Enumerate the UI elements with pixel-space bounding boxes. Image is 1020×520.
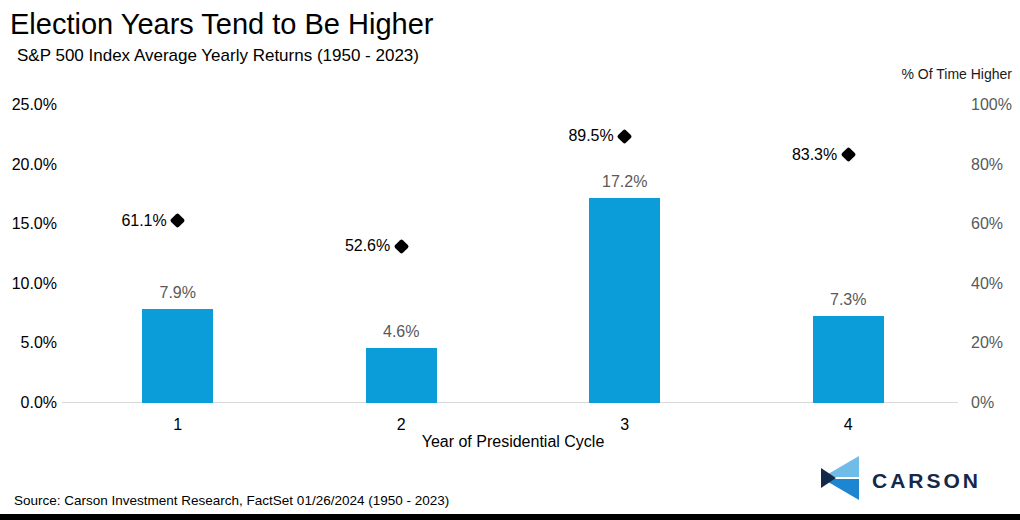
carson-logo-icon xyxy=(818,456,860,500)
source-note: Source: Carson Investment Research, Fact… xyxy=(14,493,449,508)
right-axis-tick: 40% xyxy=(971,274,1019,294)
bar-value-label: 17.2% xyxy=(580,172,670,192)
bar-value-label: 7.9% xyxy=(133,283,223,303)
right-axis-tick: 100% xyxy=(971,95,1019,115)
bar-value-label: 7.3% xyxy=(803,290,893,310)
bar-year-4 xyxy=(813,316,884,403)
diamond-value-label: 52.6% xyxy=(300,236,390,256)
chart-title: Election Years Tend to Be Higher xyxy=(10,8,433,41)
left-axis-tick: 10.0% xyxy=(0,274,57,294)
right-axis-tick: 0% xyxy=(971,393,1019,413)
left-axis-tick: 0.0% xyxy=(0,393,57,413)
diamond-marker xyxy=(393,238,409,254)
diamond-value-label: 83.3% xyxy=(747,145,837,165)
right-axis-tick: 20% xyxy=(971,333,1019,353)
bar-year-2 xyxy=(366,348,437,403)
x-axis-tick: 1 xyxy=(148,415,208,435)
x-axis-tick: 2 xyxy=(371,415,431,435)
diamond-value-label: 89.5% xyxy=(524,126,614,146)
diamond-marker xyxy=(170,213,186,229)
left-axis-tick: 15.0% xyxy=(0,214,57,234)
diamond-marker xyxy=(840,147,856,163)
left-axis-tick: 25.0% xyxy=(0,95,57,115)
carson-logo-text: CARSON xyxy=(872,469,981,493)
right-axis-title: % Of Time Higher xyxy=(812,66,1012,82)
bottom-border xyxy=(0,514,1020,520)
diamond-value-label: 61.1% xyxy=(77,211,167,231)
x-axis-tick: 3 xyxy=(595,415,655,435)
bar-value-label: 4.6% xyxy=(356,322,446,342)
bar-year-3 xyxy=(589,198,660,403)
carson-logo: CARSON xyxy=(818,456,981,500)
left-axis-tick: 20.0% xyxy=(0,155,57,175)
diamond-marker xyxy=(617,129,633,145)
x-axis-title: Year of Presidential Cycle xyxy=(66,433,960,451)
right-axis-tick: 60% xyxy=(971,214,1019,234)
plot-area: 7.9%61.1%14.6%52.6%217.2%89.5%37.3%83.3%… xyxy=(66,105,960,403)
chart-subtitle: S&P 500 Index Average Yearly Returns (19… xyxy=(17,46,419,66)
right-axis-tick: 80% xyxy=(971,155,1019,175)
x-axis-tick: 4 xyxy=(818,415,878,435)
bar-year-1 xyxy=(142,309,213,403)
chart-canvas: Election Years Tend to Be Higher S&P 500… xyxy=(0,0,1020,520)
left-axis-tick: 5.0% xyxy=(0,333,57,353)
